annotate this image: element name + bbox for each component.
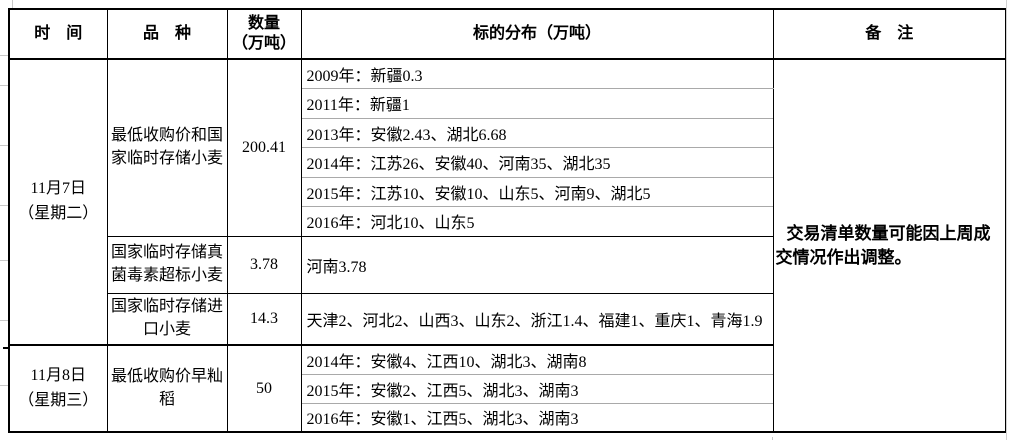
auction-schedule-table: 时 间 品 种 数量 （万吨） 标的分布（万吨） 备 注 11月7日 （星期二）…	[8, 8, 1007, 433]
distribution-cell: 2015年：安徽2、江西5、湖北3、湖南3	[300, 373, 774, 404]
quantity-cell: 50	[226, 344, 302, 433]
distribution-cell: 2016年：安徽1、江西5、湖北3、湖南3	[300, 402, 774, 433]
gridline-artifact	[0, 55, 8, 56]
header-row: 时 间 品 种 数量 （万吨） 标的分布（万吨） 备 注	[8, 8, 1007, 60]
gridline-artifact	[0, 260, 8, 261]
distribution-cell: 2013年：安徽2.43、湖北6.68	[300, 117, 774, 148]
distribution-cell: 2014年：江苏26、安徽40、河南35、湖北35	[300, 147, 774, 178]
variety-cell: 国家临时存储真菌毒素超标小麦	[106, 235, 228, 294]
distribution-cell: 2011年：新疆1	[300, 88, 774, 119]
table-row: 2016年：安徽1、江西5、湖北3、湖南3	[9, 402, 1006, 433]
date-cell: 11月7日 （星期二）	[8, 58, 108, 346]
table-row: 11月8日 （星期三） 最低收购价早籼稻 50 2014年：安徽4、江西10、湖…	[8, 344, 1006, 433]
variety-cell: 最低收购价早籼稻	[106, 344, 228, 433]
table-row: 国家临时存储进口小麦 14.3 天津2、河北2、山西3、山东2、浙江1.4、福建…	[9, 292, 1006, 346]
table-row: 11月7日 （星期二） 最低收购价和国家临时存储小麦 200.41 2009年：…	[8, 58, 1007, 433]
gridline-artifact	[1006, 0, 1007, 440]
gridline-artifact	[772, 437, 773, 440]
table-row: 2015年：江苏10、安徽10、山东5、河南9、湖北5	[9, 176, 1006, 207]
header-distribution: 标的分布（万吨）	[300, 8, 774, 60]
table-row: 2013年：安徽2.43、湖北6.68	[9, 117, 1006, 148]
table-row: 2016年：河北10、山东5	[9, 206, 1006, 237]
remark-cell: 交易清单数量可能因上周成交情况作出调整。	[772, 58, 1007, 433]
header-time: 时 间	[8, 8, 108, 60]
gridline-artifact	[12, 0, 13, 8]
table-row: 2011年：新疆1	[9, 88, 1006, 119]
header-quantity: 数量 （万吨）	[226, 8, 302, 60]
date-cell: 11月8日 （星期三）	[8, 344, 108, 433]
distribution-cell: 2016年：河北10、山东5	[300, 206, 774, 237]
distribution-cell: 河南3.78	[300, 235, 774, 294]
distribution-cell: 天津2、河北2、山西3、山东2、浙江1.4、福建1、重庆1、青海1.9	[300, 292, 774, 346]
table-row: 国家临时存储真菌毒素超标小麦 3.78 河南3.78	[9, 235, 1006, 294]
gridline-artifact	[0, 85, 8, 86]
header-remark: 备 注	[772, 8, 1007, 60]
gridline-artifact	[0, 145, 8, 146]
distribution-cell: 2009年：新疆0.3	[300, 58, 774, 89]
gridline-artifact	[3, 347, 8, 349]
quantity-cell: 200.41	[226, 58, 302, 237]
header-variety: 品 种	[106, 8, 228, 60]
variety-cell: 国家临时存储进口小麦	[106, 292, 228, 346]
gridline-artifact	[0, 385, 8, 386]
gridline-artifact	[0, 205, 8, 206]
quantity-cell: 3.78	[226, 235, 302, 294]
quantity-cell: 14.3	[226, 292, 302, 346]
variety-cell: 最低收购价和国家临时存储小麦	[106, 58, 228, 237]
gridline-artifact	[0, 320, 8, 321]
distribution-cell: 2015年：江苏10、安徽10、山东5、河南9、湖北5	[300, 176, 774, 207]
distribution-cell: 2014年：安徽4、江西10、湖北3、湖南8	[300, 344, 774, 375]
